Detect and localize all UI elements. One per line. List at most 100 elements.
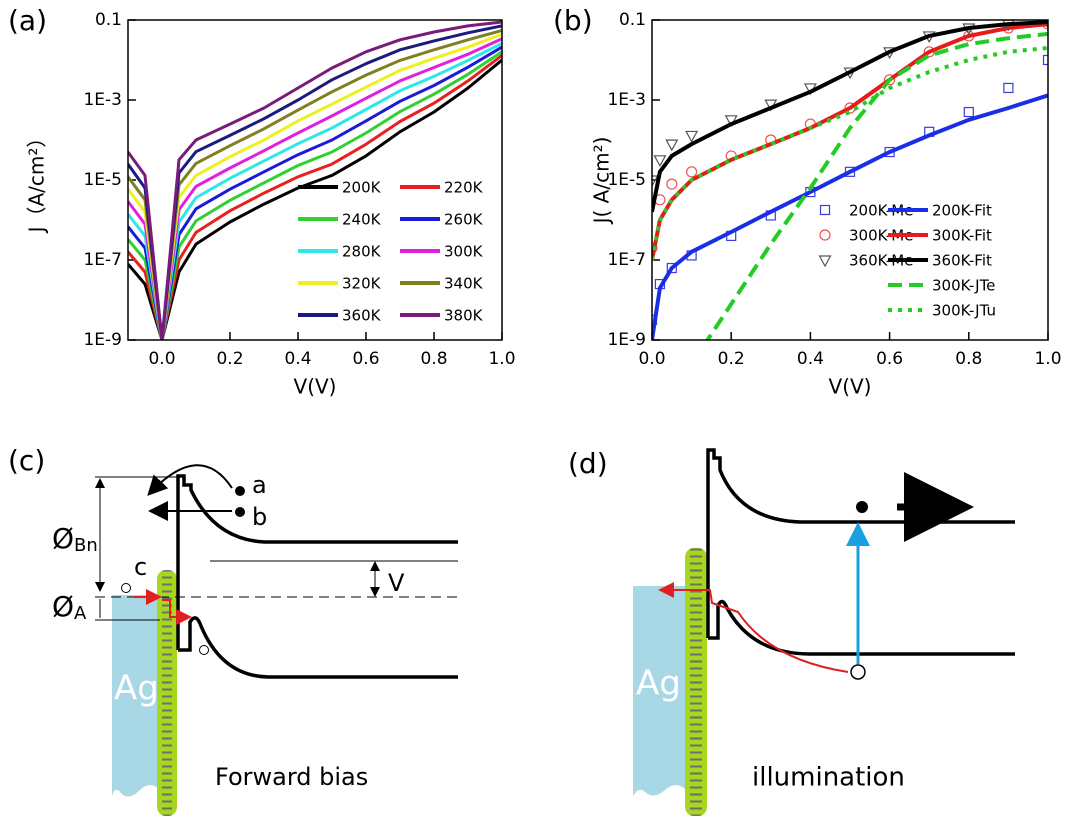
legend: 200K 220K 240K 260K 280K 300K 320K 340K 360K 380K — [298, 179, 484, 325]
series-line — [652, 46, 1048, 261]
y-tick-label: 0.1 — [95, 10, 122, 30]
metal-block — [633, 586, 686, 796]
label-c: c — [134, 553, 147, 581]
phi-a-label: ØA — [52, 590, 87, 624]
x-tick-label: 0.4 — [797, 349, 824, 369]
y-tick-label: 1E-3 — [607, 90, 646, 110]
series-line — [128, 20, 502, 340]
metal-label: Ag — [114, 669, 159, 709]
conduction-band — [176, 474, 458, 650]
x-tick-label: 0.0 — [638, 349, 665, 369]
valence-band — [708, 599, 1015, 656]
legend-label: 300K-JTe — [932, 277, 995, 295]
y-tick-label: 1E-5 — [83, 170, 122, 190]
legend-label: 300K-Fit — [932, 227, 992, 245]
electron-b — [235, 507, 245, 517]
marker — [1003, 82, 1014, 94]
marker — [652, 175, 659, 188]
caption: Forward bias — [215, 763, 368, 791]
y-tick-label: 1E-3 — [83, 90, 122, 110]
metal-label: Ag — [636, 664, 681, 704]
y-tick-label: 1E-9 — [83, 330, 122, 350]
phi-sub: A — [74, 603, 87, 624]
electron — [856, 501, 868, 513]
series-line — [652, 93, 1048, 340]
plot-area — [652, 20, 1048, 340]
marker — [1042, 54, 1048, 66]
hole — [121, 583, 131, 593]
hole-path — [658, 582, 849, 673]
y-tick-label: 1E-9 — [607, 330, 646, 350]
panel-label: (c) — [8, 444, 45, 477]
legend-label: 320K — [342, 275, 382, 293]
chart: (b) 1E-9 1E-7 1E-5 1E-3 0.1 0.0 0.2 0.4 0.6 0.8 1.0… — [553, 4, 1062, 399]
marker — [685, 166, 698, 178]
interface-layer — [685, 548, 707, 816]
marker — [665, 139, 679, 152]
interface-layer — [157, 570, 177, 816]
metal-block — [112, 595, 160, 797]
legend-label: 200K — [342, 179, 382, 197]
marker — [653, 155, 667, 168]
y-tick-label: 1E-7 — [83, 250, 122, 270]
valence-band — [178, 616, 458, 679]
marker — [844, 166, 856, 177]
emission-arrow — [147, 464, 233, 496]
series-line — [128, 54, 502, 340]
x-tick-label: 1.0 — [488, 349, 515, 369]
marker — [819, 229, 831, 241]
marker — [652, 242, 658, 254]
legend-label: 380K — [444, 307, 484, 325]
marker — [883, 74, 896, 86]
x-axis-label: V(V) — [829, 375, 872, 399]
hole — [850, 664, 866, 680]
legend-label: 360K-Fit — [932, 252, 992, 270]
x-tick-label: 1.0 — [1034, 349, 1061, 369]
hole-path — [162, 599, 192, 625]
phi-symbol: Ø — [52, 590, 74, 623]
legend-label: 260K — [444, 211, 484, 229]
y-tick-label: 0.1 — [619, 10, 646, 30]
marker — [724, 115, 738, 128]
diagram-d: (d) Ag illumination — [568, 447, 1015, 816]
plot-frame — [127, 19, 503, 341]
series-line — [705, 31, 1048, 340]
x-tick-label: 0.8 — [955, 349, 982, 369]
label-a: a — [252, 471, 267, 499]
marker — [666, 178, 678, 190]
marker — [666, 262, 677, 274]
x-tick-label: 0.6 — [352, 349, 379, 369]
plot-area — [128, 20, 502, 340]
panel-label: (d) — [568, 447, 608, 480]
legend-label: 360K — [342, 307, 382, 325]
x-tick-label: 0.0 — [148, 349, 175, 369]
y-tick-label: 1E-7 — [607, 250, 646, 270]
x-tick-label: 0.4 — [284, 349, 311, 369]
legend-label: 360K-Me — [849, 252, 913, 270]
x-tick-label: 0.2 — [216, 349, 243, 369]
phi-bn-label: ØBn — [52, 522, 98, 556]
marker — [819, 204, 831, 216]
plot-frame — [651, 19, 1049, 341]
legend-label: 200K-Me — [849, 202, 913, 220]
legend-label: 240K — [342, 211, 382, 229]
series-line — [652, 20, 1048, 213]
x-axis-label: V(V) — [294, 375, 337, 399]
diagram-c: (c) Ag V ØBn ØA a b c Forward bias — [8, 444, 458, 816]
legend-label: 200K-Fit — [932, 202, 992, 220]
panel-label: (b) — [553, 4, 593, 37]
legend-label: 300K-Me — [849, 227, 913, 245]
legend: 200K-Me 200K-Fit 300K-Me 300K-Fit 360K-Me 360… — [818, 202, 996, 320]
x-tick-label: 0.6 — [876, 349, 903, 369]
electron-a — [235, 486, 245, 496]
x-tick-label: 0.2 — [718, 349, 745, 369]
chart: (a) 1E-9 1E-7 1E-5 1E-3 0.1 0.0 0.2 0.4 0.6 0.8 1.0… — [8, 4, 516, 399]
legend-label: 340K — [444, 275, 484, 293]
panel-label: (a) — [8, 4, 47, 37]
phi-sub: Bn — [74, 535, 98, 556]
legend-label: 280K — [342, 243, 382, 261]
hole — [199, 645, 209, 655]
phi-symbol: Ø — [52, 522, 74, 555]
v-label: V — [388, 569, 405, 597]
